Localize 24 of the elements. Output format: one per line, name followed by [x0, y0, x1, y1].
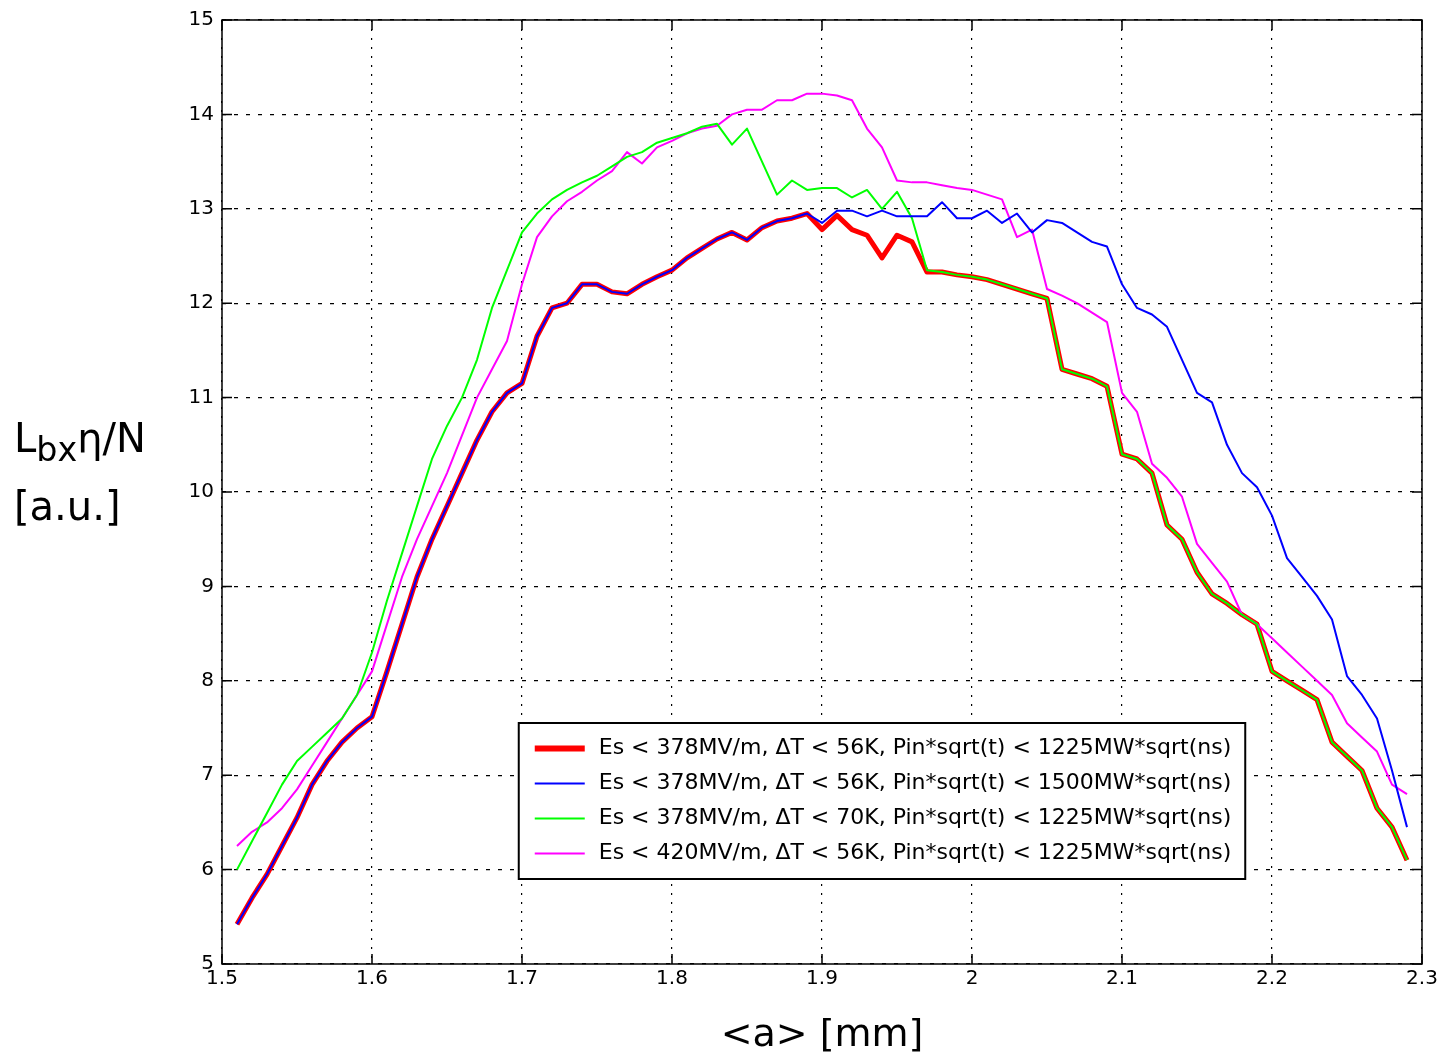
y-tick-label: 13 — [188, 195, 214, 219]
x-tick-label: 2 — [965, 965, 979, 990]
legend-label: Es < 378MV/m, ΔT < 70K, Pin*sqrt(t) < 1225MW*sqrt(ns) — [598, 804, 1232, 830]
x-tick-label: 1.7 — [506, 965, 538, 990]
y-axis-title: L$_{bx}$η/N [a.u.] — [14, 414, 147, 531]
y-tick-label: 10 — [188, 478, 214, 503]
x-tick-label: 1.9 — [806, 965, 838, 990]
legend-label: Es < 378MV/m, ΔT < 56K, Pin*sqrt(t) < 1225MW*sqrt(ns) — [598, 734, 1232, 760]
x-axis-title: <a> [mm] — [720, 1011, 924, 1056]
y-tick-label: 14 — [188, 100, 214, 125]
x-tick-label: 1.6 — [356, 965, 388, 990]
x-tick-label: 1.8 — [656, 965, 688, 990]
x-tick-label: 2.1 — [1106, 965, 1138, 990]
y-tick-label: 12 — [188, 289, 214, 314]
legend-label: Es < 420MV/m, ΔT < 56K, Pin*sqrt(t) < 1225MW*sqrt(ns) — [598, 839, 1232, 865]
y-tick-label: 8 — [201, 667, 214, 691]
y-tick-label: 15 — [188, 6, 214, 31]
y-tick-label: 7 — [201, 761, 214, 786]
y-tick-label: 9 — [201, 572, 214, 597]
x-tick-label: 2.3 — [1406, 965, 1438, 990]
legend-label: Es < 378MV/m, ΔT < 56K, Pin*sqrt(t) < 1500MW*sqrt(ns) — [598, 769, 1232, 795]
x-tick-label: 2.2 — [1256, 965, 1288, 990]
y-tick-label: 6 — [201, 855, 214, 880]
y-tick-label: 11 — [188, 383, 214, 408]
